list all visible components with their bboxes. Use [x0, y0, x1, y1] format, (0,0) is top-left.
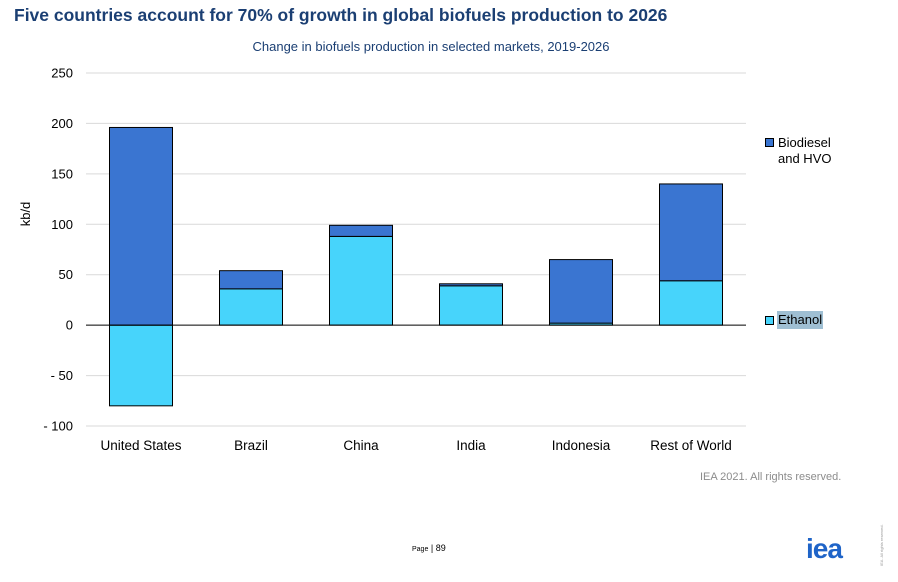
y-tick-label: 250: [51, 66, 73, 81]
chart-title: Change in biofuels production in selecte…: [252, 39, 610, 54]
legend-item-biodiesel: Biodiesel and HVO: [765, 135, 848, 167]
bar-ethanol: [329, 235, 393, 326]
y-tick-label: 0: [66, 318, 73, 333]
page-number: Page | 89: [412, 543, 446, 553]
x-tick-label: Indonesia: [552, 438, 611, 453]
vertical-rights-note: IEA. All rights reserved.: [879, 524, 884, 566]
bar-ethanol: [659, 280, 723, 326]
svg-text:iea: iea: [806, 535, 843, 561]
legend-label-ethanol: Ethanol: [777, 311, 824, 329]
bar-biodiesel: [549, 259, 613, 324]
legend-item-ethanol: Ethanol: [765, 311, 824, 329]
y-axis-label: kb/d: [18, 202, 33, 227]
x-tick-label: China: [343, 438, 379, 453]
x-tick-label: India: [456, 438, 486, 453]
x-tick-label: United States: [100, 438, 181, 453]
bar-ethanol: [109, 324, 173, 407]
bars: [109, 126, 723, 407]
x-tick-label: Brazil: [234, 438, 268, 453]
bar-biodiesel: [439, 283, 503, 287]
stacked-bar-chart: 250 200 150 100 50 0 - 50 - 100 United States Bra…: [18, 66, 746, 454]
y-tick-label: - 50: [51, 368, 73, 383]
bar-ethanol: [219, 288, 283, 326]
source-note: IEA 2021. All rights reserved.: [700, 471, 842, 483]
bar-biodiesel: [329, 224, 393, 237]
page-separator: |: [428, 543, 436, 553]
bar-biodiesel: [109, 126, 173, 326]
y-tick-label: 50: [59, 267, 73, 282]
legend-swatch-biodiesel: [765, 138, 774, 147]
svg-text:IEA. All rights reserved.: IEA. All rights reserved.: [879, 524, 884, 566]
legend-swatch-ethanol: [765, 316, 774, 325]
legend-label-biodiesel: Biodiesel and HVO: [778, 135, 832, 166]
page-value: 89: [435, 543, 446, 553]
gridlines: [86, 72, 746, 427]
y-tick-label: - 100: [43, 419, 73, 434]
page-label: Page: [412, 546, 429, 553]
x-tick-label: Rest of World: [650, 438, 732, 453]
bar-ethanol: [439, 285, 503, 326]
y-tick-label: 200: [51, 116, 73, 131]
bar-biodiesel: [659, 183, 723, 282]
iea-logo: iea: [806, 535, 844, 561]
slide-title: Five countries account for 70% of growth…: [14, 5, 668, 25]
bar-biodiesel: [219, 270, 283, 290]
y-tick-label: 150: [51, 166, 73, 181]
tick-labels: 250 200 150 100 50 0 - 50 - 100 United States Bra…: [18, 66, 732, 454]
y-tick-label: 100: [51, 217, 73, 232]
